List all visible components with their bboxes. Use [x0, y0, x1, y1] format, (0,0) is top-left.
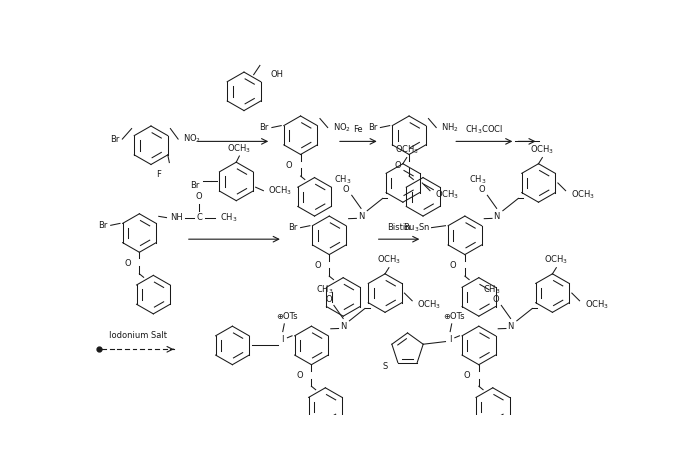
Text: Br: Br	[259, 123, 269, 132]
Text: I: I	[281, 335, 284, 344]
Text: S: S	[382, 362, 387, 371]
Text: CH$_3$: CH$_3$	[469, 174, 487, 186]
Text: OCH$_3$: OCH$_3$	[377, 254, 401, 266]
Text: C: C	[196, 213, 202, 222]
Text: N: N	[494, 212, 500, 220]
Text: I: I	[449, 335, 452, 344]
Text: NO$_2$: NO$_2$	[332, 121, 351, 134]
Text: Br: Br	[191, 181, 200, 190]
Text: N: N	[358, 212, 364, 220]
Text: O: O	[125, 259, 131, 267]
Text: O: O	[195, 192, 202, 200]
Text: NH: NH	[170, 213, 183, 222]
Text: O: O	[464, 371, 471, 380]
Text: CH$_3$: CH$_3$	[316, 284, 334, 296]
Text: OCH$_3$: OCH$_3$	[544, 254, 569, 266]
Text: O: O	[394, 161, 400, 170]
Text: OCH$_3$: OCH$_3$	[435, 188, 459, 201]
Text: NH$_2$: NH$_2$	[441, 121, 459, 134]
Text: Br: Br	[110, 135, 119, 144]
Text: F: F	[157, 170, 161, 179]
Text: OCH$_3$: OCH$_3$	[268, 185, 293, 197]
Text: Br: Br	[288, 223, 298, 232]
Text: O: O	[343, 185, 349, 194]
Text: O: O	[450, 261, 456, 270]
Text: CH$_3$: CH$_3$	[334, 174, 351, 186]
Text: OCH$_3$: OCH$_3$	[227, 142, 251, 155]
Text: Fe: Fe	[353, 125, 363, 134]
Text: ⊕OTs: ⊕OTs	[443, 312, 465, 321]
Text: NO$_2$: NO$_2$	[183, 133, 201, 145]
Text: Br: Br	[98, 221, 108, 230]
Text: N: N	[340, 322, 347, 331]
Text: CH$_3$COCl: CH$_3$COCl	[465, 123, 503, 136]
Text: OCH$_3$: OCH$_3$	[584, 298, 609, 311]
Text: Bu$_3$Sn: Bu$_3$Sn	[402, 221, 430, 234]
Text: O: O	[492, 295, 499, 304]
Text: O: O	[315, 261, 321, 270]
Text: O: O	[479, 185, 486, 194]
Text: OCH$_3$: OCH$_3$	[571, 188, 595, 201]
Text: ⊕OTs: ⊕OTs	[276, 312, 298, 321]
Text: CH$_3$: CH$_3$	[220, 212, 237, 224]
Text: N: N	[507, 322, 513, 331]
Text: Bistin: Bistin	[387, 223, 411, 232]
Text: OH: OH	[271, 70, 284, 79]
Text: O: O	[296, 371, 303, 380]
Text: OCH$_3$: OCH$_3$	[530, 144, 554, 156]
Text: Iodonium Salt: Iodonium Salt	[109, 331, 167, 340]
Text: OCH$_3$: OCH$_3$	[395, 144, 419, 156]
Text: O: O	[325, 295, 332, 304]
Text: OCH$_3$: OCH$_3$	[417, 298, 441, 311]
Text: Br: Br	[368, 123, 377, 132]
Text: CH$_3$: CH$_3$	[484, 284, 501, 296]
Text: O: O	[285, 161, 292, 170]
